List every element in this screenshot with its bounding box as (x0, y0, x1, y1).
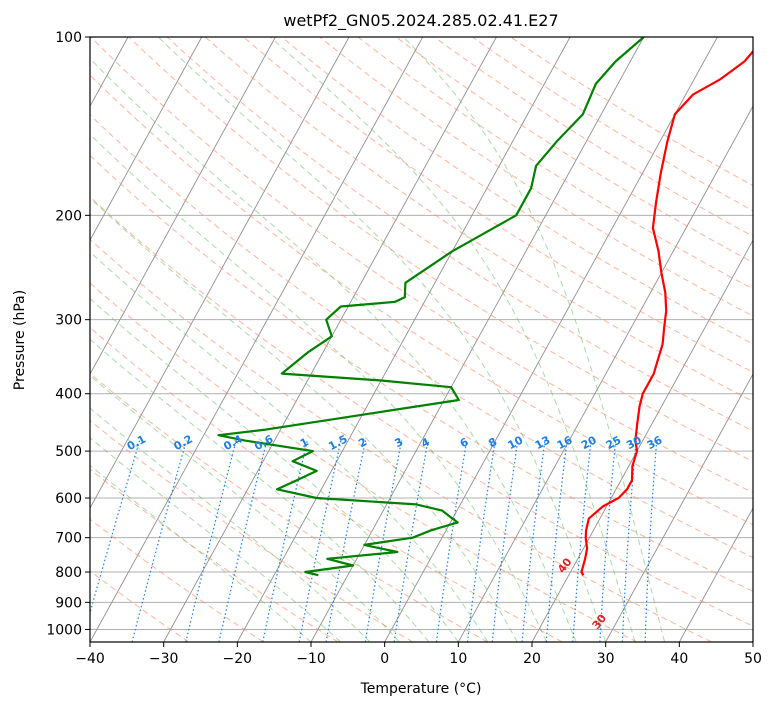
isotherm-line (90, 37, 424, 642)
mixing-ratio-line (262, 440, 308, 642)
y-tick-label: 1000 (46, 622, 82, 638)
temperature-profile-line (580, 49, 753, 576)
dewpoint-profile-line (217, 37, 645, 577)
mixing-ratio-line (644, 440, 658, 642)
mixing-ratio-line (521, 440, 546, 642)
y-tick-label: 500 (55, 444, 82, 460)
dry-adiabat-line (319, 37, 753, 317)
dry-adiabat-line (90, 196, 753, 627)
dry-adiabat-line (90, 570, 190, 642)
mixing-ratio-line (218, 440, 268, 642)
grid-layer (90, 37, 753, 630)
background-lines (90, 37, 753, 642)
dry-adiabat-line (90, 468, 339, 642)
isotherm-line (236, 37, 571, 642)
mixing-ratio-line (393, 440, 429, 642)
x-tick-label: 0 (380, 651, 389, 667)
moist-adiabat-line (270, 37, 636, 642)
mixing-ratio-label: 20 (579, 433, 599, 452)
mixing-ratio-label: 36 (645, 433, 665, 452)
x-tick-label: 10 (449, 651, 467, 667)
mixing-ratio-line (621, 440, 637, 642)
moist-adiabat-line (90, 251, 489, 642)
dry-adiabat-line (90, 282, 638, 642)
dry-adiabat-line (166, 37, 753, 432)
isotherm-line (90, 37, 276, 376)
dry-adiabat-line (90, 518, 264, 642)
isotherm-line (90, 37, 350, 509)
mixing-ratio-line (325, 440, 367, 642)
moist-adiabat-line (90, 374, 400, 642)
dry-adiabat-line (357, 37, 753, 290)
moist-adiabat-line (90, 464, 312, 642)
isotherm-line (90, 37, 203, 242)
isotherm-line (605, 373, 753, 642)
mixing-ratio-line (491, 440, 519, 642)
chart-title: wetPf2_GN05.2024.285.02.41.E27 (283, 11, 558, 31)
dry-adiabat-line (90, 154, 753, 592)
y-tick-label: 200 (55, 208, 82, 224)
isotherm-line (310, 37, 645, 642)
moist-adiabat-line (403, 37, 666, 642)
y-tick-label: 300 (55, 313, 82, 329)
mixing-ratio-line (131, 440, 187, 642)
y-tick-label: 900 (55, 595, 82, 611)
mixing-ratio-line (298, 440, 342, 642)
x-tick-label: 30 (597, 651, 615, 667)
mixing-ratio-label: 16 (555, 433, 575, 452)
x-tick-label: −20 (223, 651, 253, 667)
x-tick-label: 50 (744, 651, 762, 667)
dry-adiabat-line (90, 74, 753, 526)
moist-adiabat-line (90, 197, 518, 642)
moist-adiabat-line (90, 407, 371, 642)
moist-adiabat-line (90, 437, 341, 642)
mixing-ratio-label: 25 (604, 433, 624, 452)
x-tick-label: 20 (523, 651, 541, 667)
mixing-ratio-label: 13 (533, 433, 553, 452)
y-axis-label: Pressure (hPa) (12, 290, 28, 390)
moist-adiabat-line (90, 298, 459, 642)
mixing-ratio-line (466, 440, 496, 642)
isotherm-line (384, 37, 718, 642)
dry-adiabat-line (90, 372, 488, 642)
plot-frame (89, 36, 754, 643)
y-tick-label: 400 (55, 387, 82, 403)
y-tick-label: 800 (55, 565, 82, 581)
x-tick-label: −10 (296, 651, 326, 667)
y-tick-label: 700 (55, 531, 82, 547)
moist-adiabat-line (90, 57, 577, 642)
axis-ticks: −40 −30 −20 −10 0 10 20 30 40 50 100 200 300 400 500 60… (46, 30, 762, 667)
mixing-ratio-line (545, 440, 568, 642)
isotherm-line (531, 239, 753, 642)
mixing-ratio-line (90, 440, 141, 615)
isotherm-line (457, 105, 753, 642)
mixing-ratio-line (435, 440, 468, 642)
mixing-ratio-label: 30 (624, 433, 644, 452)
x-tick-label: 40 (670, 651, 688, 667)
x-tick-label: −30 (149, 651, 179, 667)
isotherm-line (163, 37, 497, 642)
y-tick-label: 600 (55, 491, 82, 507)
dry-adiabat-line (90, 327, 563, 642)
moist-adiabat-line (157, 37, 607, 642)
x-tick-label: −40 (75, 651, 105, 667)
mixing-ratio-label: 10 (506, 433, 526, 452)
dry-adiabat-line (90, 238, 712, 642)
mixing-ratio-line (599, 440, 617, 642)
mixing-ratio-line (364, 440, 403, 642)
mixing-ratio-line (572, 440, 592, 642)
moist-adiabat-line (90, 338, 430, 642)
isotherm-line (678, 507, 753, 642)
dry-adiabat-line (243, 37, 753, 373)
mixing-ratio-line (185, 440, 237, 642)
dry-adiabat-line (90, 419, 414, 642)
dry-adiabat-line (90, 114, 753, 559)
data-series (217, 37, 753, 577)
y-tick-label: 100 (55, 30, 82, 46)
dry-adiabat-line (204, 37, 753, 402)
x-axis-label: Temperature (°C) (360, 681, 482, 697)
